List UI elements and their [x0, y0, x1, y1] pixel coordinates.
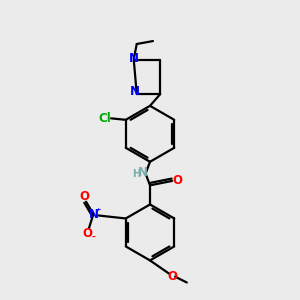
- Text: H: H: [132, 169, 140, 178]
- Text: -: -: [92, 233, 95, 242]
- Text: O: O: [80, 190, 90, 203]
- Text: N: N: [138, 166, 148, 178]
- Text: N: N: [130, 85, 140, 98]
- Text: +: +: [96, 206, 101, 211]
- Text: Cl: Cl: [99, 112, 112, 125]
- Text: O: O: [82, 227, 92, 240]
- Text: O: O: [167, 270, 177, 283]
- Text: O: O: [172, 174, 182, 188]
- Text: N: N: [129, 52, 139, 65]
- Text: N: N: [88, 208, 98, 220]
